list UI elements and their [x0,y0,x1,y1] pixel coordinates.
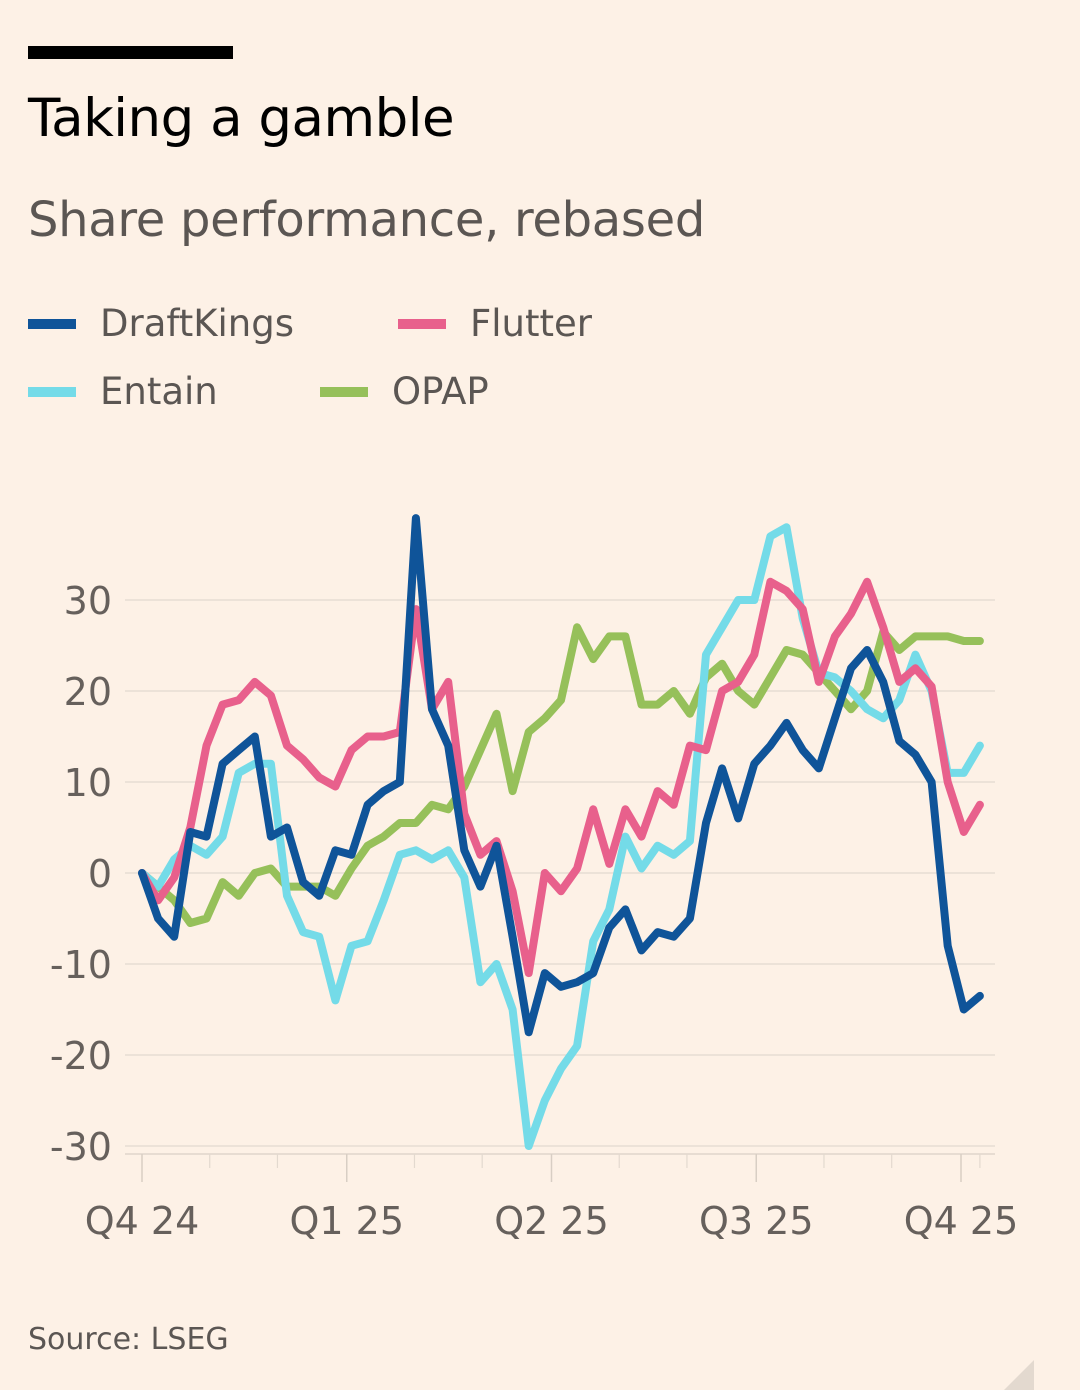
legend-swatch-opap [320,386,368,397]
series-line-opap [138,623,984,927]
legend-swatch-draftkings [28,318,76,329]
y-tick-label: 20 [64,670,112,714]
x-tick-label: Q1 25 [289,1199,404,1243]
chart-title: Taking a gamble [28,88,455,149]
y-tick-label: 10 [64,761,112,805]
y-tick-label: -30 [50,1125,112,1169]
legend-swatch-flutter [398,318,446,329]
legend-label-opap: OPAP [392,370,489,413]
series-line-draftkings [138,514,984,1037]
legend-item-entain: Entain [28,370,218,413]
legend-label-entain: Entain [100,370,218,413]
y-tick-label: 30 [64,579,112,623]
source-note: Source: LSEG [28,1322,229,1357]
x-tick-label: Q2 25 [494,1199,609,1243]
legend: DraftKings Flutter Entain OPAP [28,300,728,430]
legend-label-draftkings: DraftKings [100,302,295,345]
series-lines [138,514,984,1150]
y-tick-label: -10 [50,943,112,987]
y-tick-label: -20 [50,1034,112,1078]
legend-swatch-entain [28,386,76,397]
legend-item-flutter: Flutter [398,302,592,345]
y-axis-ticks: 30 20 10 0 -10 -20 -30 [50,579,112,1169]
x-tick-label: Q4 25 [904,1199,1019,1243]
x-tick-label: Q4 24 [85,1199,200,1243]
legend-label-flutter: Flutter [470,302,593,345]
corner-fold-decoration [1004,1360,1034,1390]
series-line-entain [138,523,984,1150]
y-tick-label: 0 [88,852,112,896]
top-rule-decoration [28,46,233,59]
series-line-flutter [138,577,984,978]
legend-item-opap: OPAP [320,370,489,413]
legend-item-draftkings: DraftKings [28,302,294,345]
chart-subtitle: Share performance, rebased [28,192,705,248]
x-tick-label: Q3 25 [699,1199,814,1243]
x-axis: Q4 24 Q1 25 Q2 25 Q3 25 Q4 25 [85,1153,1019,1243]
